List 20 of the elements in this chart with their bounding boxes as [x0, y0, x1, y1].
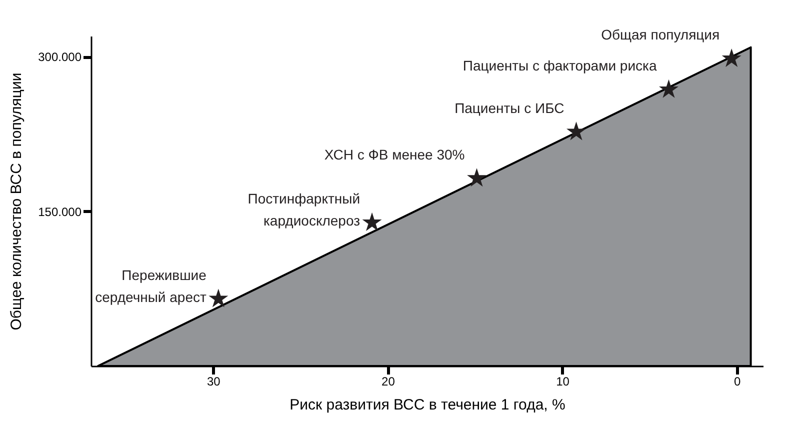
point — [566, 122, 586, 140]
annotation: Пациенты с факторами риска — [462, 58, 657, 74]
annotation: Пережившие сердечный арест — [95, 266, 208, 305]
y-axis-title: Общее количество ВСС в популяции — [8, 72, 26, 330]
point — [208, 288, 228, 308]
annotation: ХСН с ФВ менее 30% — [324, 146, 465, 162]
point — [362, 212, 382, 231]
x-tick-label: 30 — [207, 374, 221, 388]
point — [659, 79, 678, 98]
x-tick-label: 10 — [556, 374, 570, 388]
point — [722, 48, 742, 67]
annotation: Пациенты с ИБС — [454, 100, 564, 116]
x-axis-title: Риск развития ВСС в течение 1 года, % — [290, 396, 566, 414]
y-tick-label: 150.000 — [38, 204, 82, 219]
x-tick-label: 0 — [734, 374, 741, 388]
annotation: Постинфарктный кардиосклероз — [248, 190, 360, 229]
point — [467, 168, 486, 187]
x-tick-label: 20 — [382, 374, 396, 388]
annotation: Общая популяция — [601, 26, 720, 43]
y-tick-label: 300.000 — [38, 50, 82, 64]
